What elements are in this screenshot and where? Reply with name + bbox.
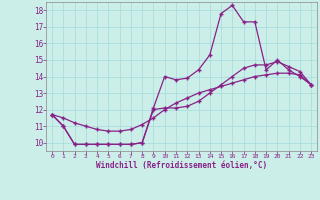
X-axis label: Windchill (Refroidissement éolien,°C): Windchill (Refroidissement éolien,°C) xyxy=(96,161,267,170)
